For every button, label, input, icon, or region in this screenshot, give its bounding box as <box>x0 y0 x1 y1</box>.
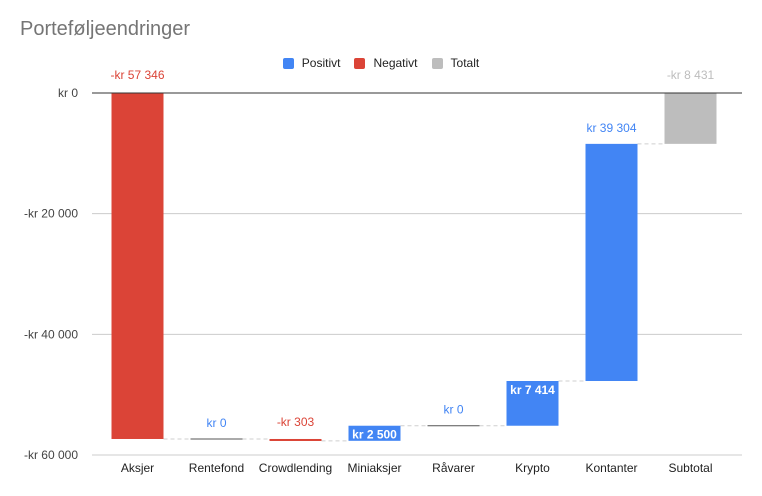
x-tick-label: Aksjer <box>121 461 154 475</box>
legend-label-positive: Positivt <box>301 56 341 70</box>
x-tick-label: Rentefond <box>189 461 244 475</box>
chart-title: Porteføljeendringer <box>20 18 191 40</box>
x-tick-label: Råvarer <box>432 461 475 475</box>
x-tick-label: Kontanter <box>585 461 637 475</box>
legend-item-positive[interactable]: Positivt <box>282 56 341 70</box>
data-label: kr 0 <box>443 403 463 417</box>
bar-subtotal[interactable] <box>664 93 717 144</box>
legend: Positivt Negativt Totalt <box>0 56 762 70</box>
bar-aksjer[interactable] <box>111 93 164 439</box>
data-label: kr 39 304 <box>586 121 636 135</box>
y-tick-label: -kr 40 000 <box>24 327 78 341</box>
legend-swatch-negative <box>354 57 366 69</box>
data-label: -kr 57 346 <box>110 68 164 82</box>
y-tick-label: -kr 60 000 <box>24 448 78 462</box>
legend-swatch-total <box>431 57 443 69</box>
legend-swatch-positive <box>282 57 294 69</box>
y-tick-label: kr 0 <box>58 86 78 100</box>
bar-miniaksjer[interactable] <box>348 425 401 441</box>
bar-krypto[interactable] <box>506 381 559 426</box>
legend-item-negative[interactable]: Negativt <box>354 56 418 70</box>
x-tick-label: Crowdlending <box>259 461 332 475</box>
legend-label-total: Totalt <box>450 56 480 70</box>
data-label: kr 0 <box>206 416 226 430</box>
x-tick-label: Miniaksjer <box>347 461 401 475</box>
bar-kontanter[interactable] <box>585 143 638 382</box>
data-label: kr 7 414 <box>510 383 555 397</box>
bar-crowdlending[interactable] <box>269 438 322 441</box>
x-tick-label: Krypto <box>515 461 550 475</box>
legend-label-negative: Negativt <box>373 56 418 70</box>
data-label: -kr 8 431 <box>667 68 715 82</box>
legend-item-total[interactable]: Totalt <box>431 56 480 70</box>
data-label: kr 2 500 <box>352 428 397 442</box>
y-tick-label: -kr 20 000 <box>24 207 78 221</box>
x-tick-label: Subtotal <box>668 461 712 475</box>
data-label: -kr 303 <box>277 415 315 429</box>
